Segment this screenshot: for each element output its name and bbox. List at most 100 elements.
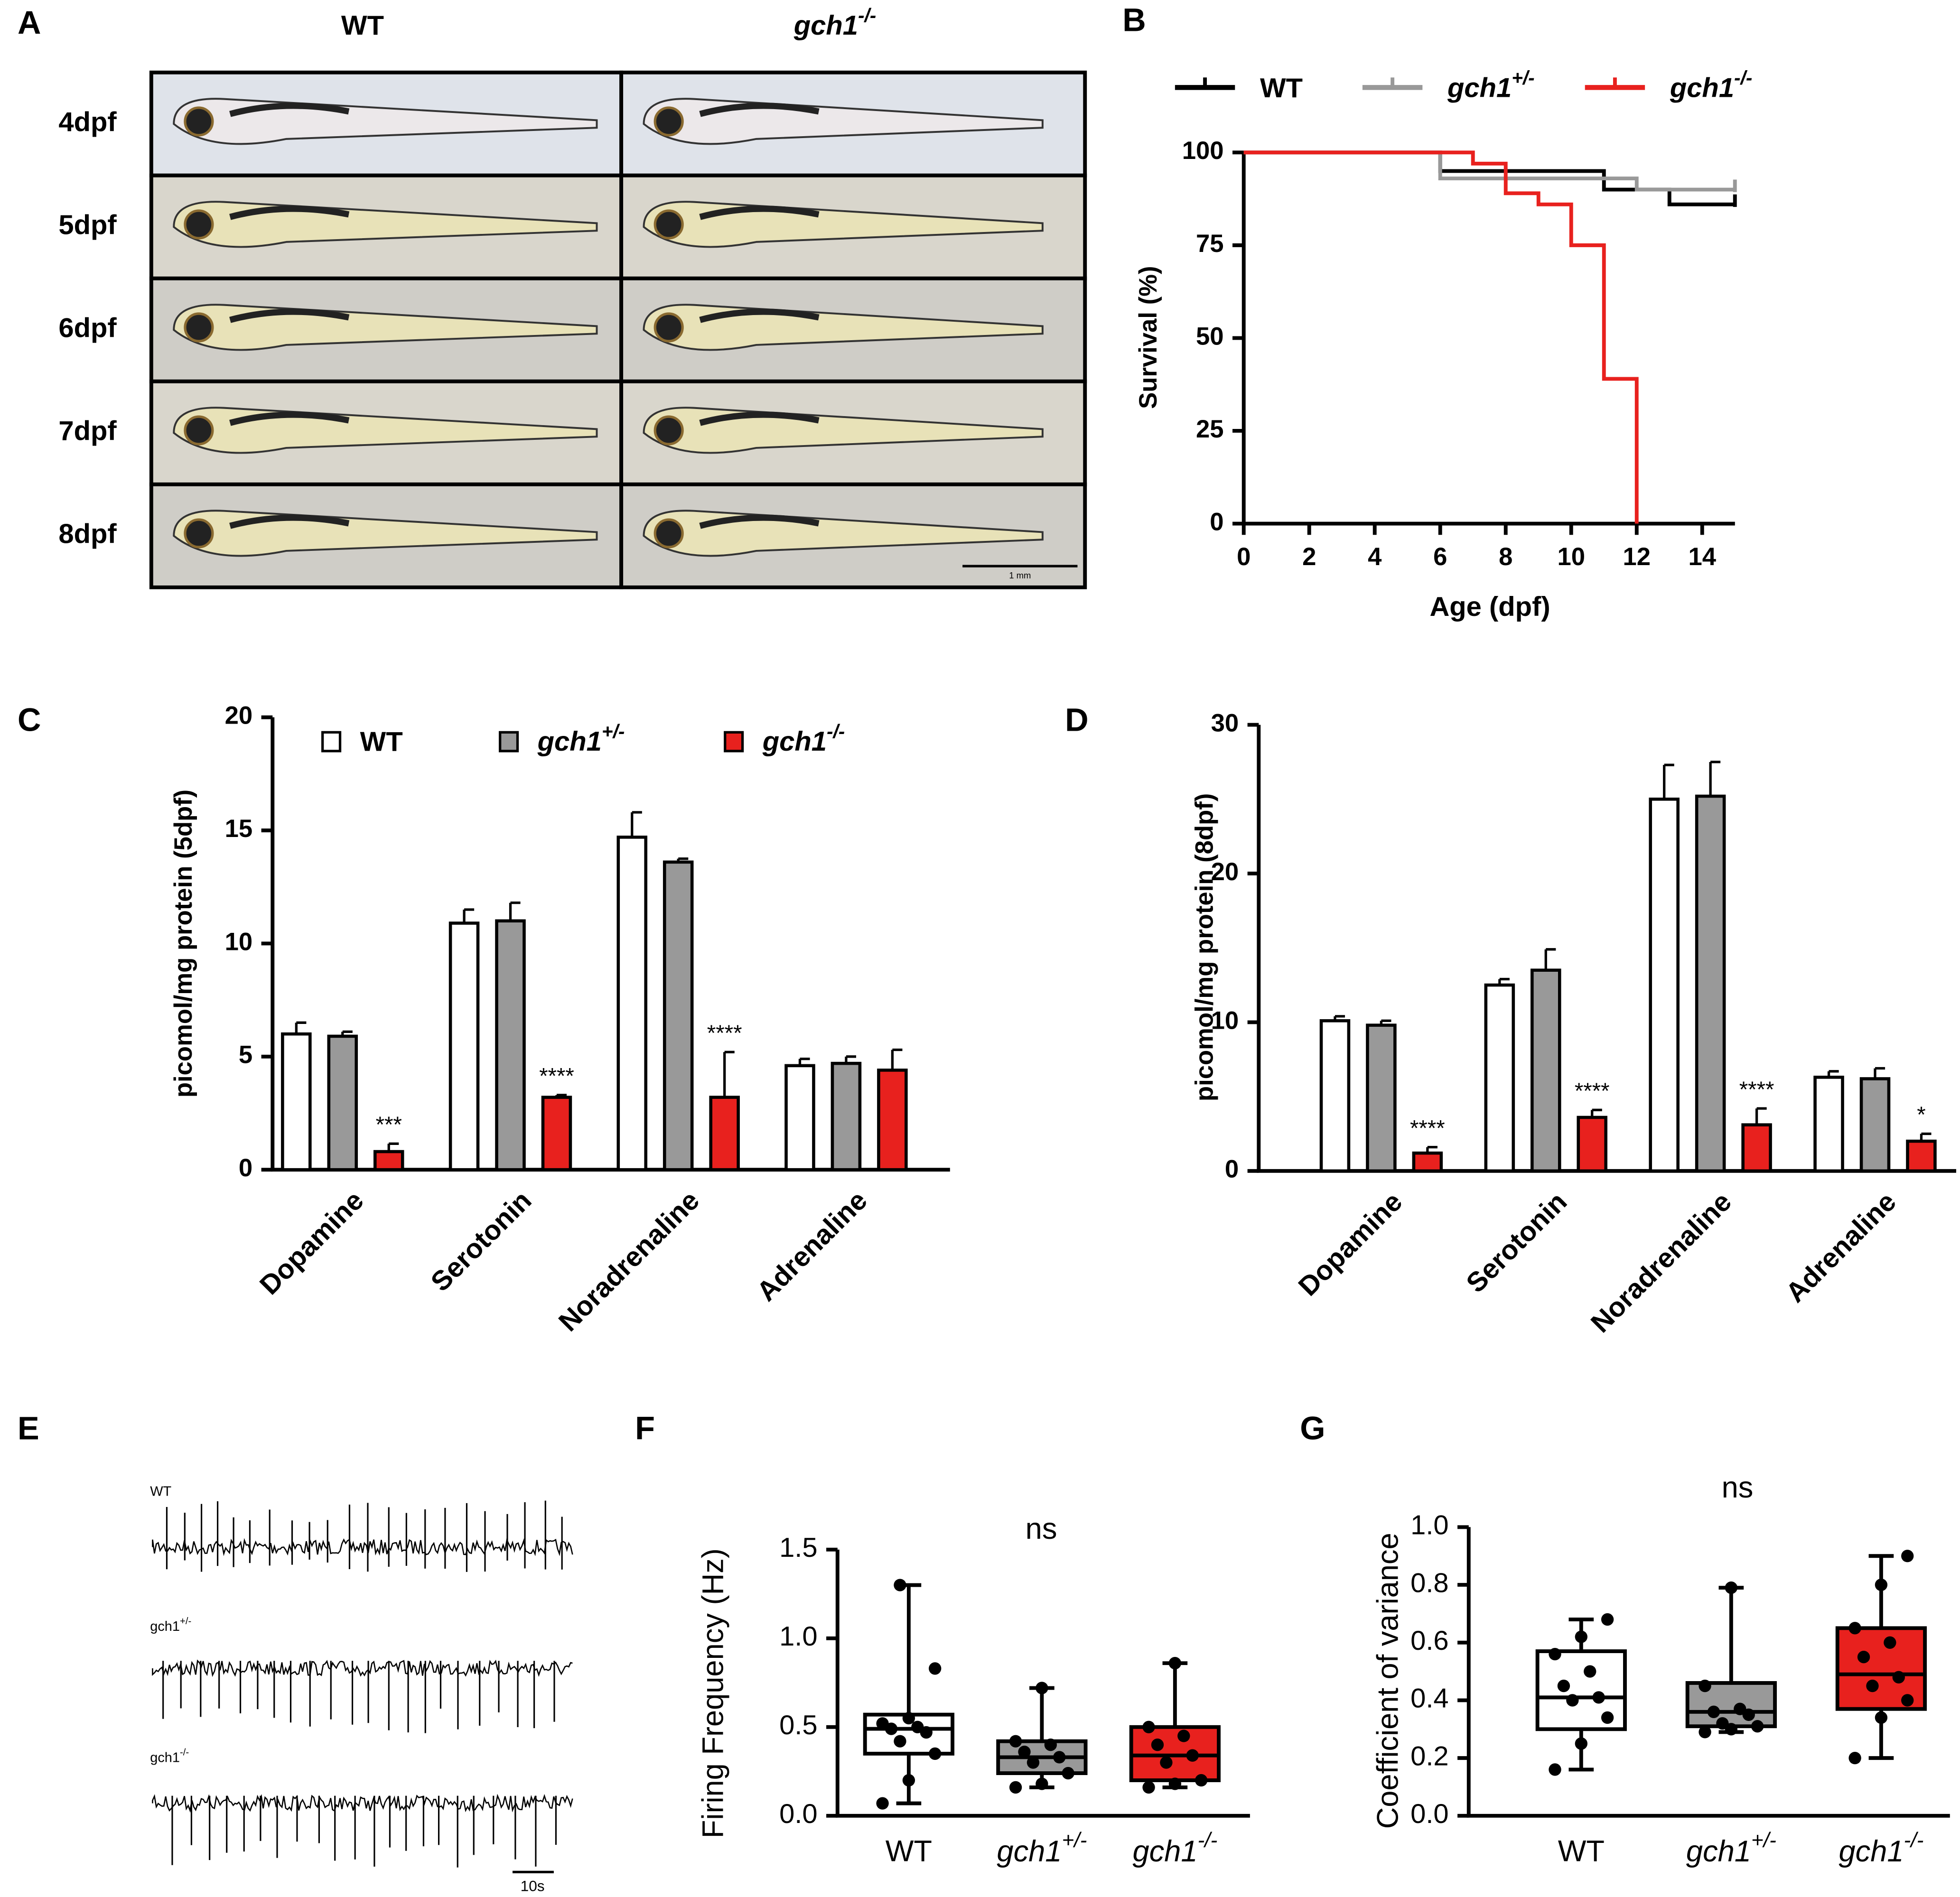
y-tick-label: 15 bbox=[225, 815, 253, 843]
trace-noise bbox=[152, 1794, 573, 1813]
y-axis-title: Firing Frequency (Hz) bbox=[696, 1548, 729, 1838]
point bbox=[911, 1720, 924, 1733]
panel-letter: G bbox=[1300, 1410, 1325, 1447]
yolk bbox=[229, 514, 350, 529]
scale-bar-label: 1 mm bbox=[1009, 570, 1031, 580]
x-axis-title: Age (dpf) bbox=[1429, 592, 1550, 622]
point bbox=[1699, 1726, 1711, 1739]
point bbox=[1901, 1550, 1914, 1562]
row-label: 4dpf bbox=[58, 107, 117, 138]
text-part: gch1 bbox=[1686, 1835, 1751, 1868]
point bbox=[894, 1735, 906, 1748]
point bbox=[1036, 1777, 1048, 1790]
box bbox=[1535, 1649, 1627, 1731]
point bbox=[1557, 1679, 1570, 1692]
y-tick-label: 0 bbox=[239, 1154, 252, 1182]
y-tick-label: 1.0 bbox=[779, 1621, 818, 1652]
bar bbox=[1319, 1019, 1351, 1173]
point bbox=[1142, 1781, 1155, 1794]
legend-label: gch1-/- bbox=[762, 720, 845, 757]
larva bbox=[173, 304, 598, 351]
text-part: gch1 bbox=[1839, 1835, 1904, 1868]
point bbox=[1892, 1671, 1905, 1683]
y-axis-title: Coefficient of variance bbox=[1372, 1533, 1405, 1829]
x-tick-label: WT bbox=[886, 1835, 932, 1868]
trace-noise bbox=[152, 1659, 573, 1677]
box bbox=[1835, 1626, 1927, 1711]
y-tick-label: 100 bbox=[1182, 137, 1224, 165]
bar bbox=[1484, 983, 1515, 1173]
panel-letter: B bbox=[1122, 2, 1146, 38]
point bbox=[1027, 1756, 1040, 1769]
legend-label: WT bbox=[360, 726, 403, 757]
significance: * bbox=[1917, 1102, 1925, 1127]
point bbox=[1601, 1711, 1614, 1724]
significance: **** bbox=[1410, 1116, 1445, 1141]
bar bbox=[327, 1034, 358, 1172]
x-tick-label: 14 bbox=[1688, 543, 1716, 571]
y-tick-label: 10 bbox=[225, 928, 253, 956]
trace-noise bbox=[152, 1538, 573, 1556]
point bbox=[1009, 1781, 1022, 1794]
legend-swatch bbox=[499, 731, 519, 753]
bar bbox=[281, 1032, 312, 1172]
point bbox=[1751, 1720, 1764, 1733]
text-part: +/- bbox=[1512, 66, 1534, 88]
y-axis-title: picomol/mg protein (8dpf) bbox=[1191, 793, 1219, 1101]
larva bbox=[643, 98, 1044, 145]
point bbox=[1009, 1735, 1022, 1748]
y-tick-label: 10 bbox=[1211, 1006, 1239, 1034]
point bbox=[1044, 1739, 1057, 1751]
y-tick-label: 0.0 bbox=[1410, 1799, 1449, 1829]
point bbox=[902, 1711, 915, 1725]
bar bbox=[1531, 968, 1561, 1173]
eye bbox=[653, 312, 684, 343]
point bbox=[1584, 1665, 1596, 1678]
trace-label: gch1-/- bbox=[150, 1748, 189, 1765]
text-part: gch1 bbox=[997, 1835, 1062, 1868]
bar bbox=[373, 1150, 404, 1172]
bar bbox=[1695, 794, 1726, 1173]
y-tick-label: 5 bbox=[239, 1041, 252, 1069]
point bbox=[1160, 1756, 1173, 1769]
y-axis-title: Survival (%) bbox=[1134, 266, 1162, 409]
text-part: +/- bbox=[1062, 1829, 1087, 1852]
survival-line bbox=[1243, 150, 1639, 524]
yolk bbox=[229, 205, 350, 220]
y-tick-label: 1.0 bbox=[1410, 1510, 1449, 1541]
legend-label: WT bbox=[1260, 73, 1303, 103]
eye bbox=[653, 106, 684, 137]
text-part: -/- bbox=[1734, 66, 1752, 88]
text-part: gch1 bbox=[793, 10, 858, 41]
row-label: 8dpf bbox=[58, 519, 117, 549]
point bbox=[1168, 1777, 1182, 1790]
legend-swatch bbox=[321, 731, 342, 753]
bar bbox=[541, 1096, 572, 1172]
point bbox=[1142, 1720, 1155, 1733]
point bbox=[1848, 1751, 1861, 1765]
legend-label: gch1-/- bbox=[1670, 66, 1753, 103]
point bbox=[894, 1579, 906, 1591]
y-tick-label: 0.5 bbox=[779, 1710, 818, 1740]
panel-letter: F bbox=[635, 1410, 655, 1447]
bar bbox=[831, 1061, 862, 1172]
larva bbox=[173, 407, 598, 454]
x-tick-label: gch1+/- bbox=[1686, 1829, 1776, 1868]
point bbox=[1151, 1739, 1164, 1751]
x-tick-label: gch1-/- bbox=[1839, 1829, 1924, 1868]
larva bbox=[173, 201, 598, 248]
point bbox=[1734, 1702, 1746, 1715]
y-tick-label: 0.8 bbox=[1410, 1568, 1449, 1598]
point bbox=[1875, 1711, 1888, 1724]
panel-letter: C bbox=[18, 701, 41, 738]
text-part: gch1 bbox=[150, 1750, 180, 1765]
point bbox=[1866, 1679, 1879, 1692]
larva bbox=[643, 510, 1044, 557]
point bbox=[1186, 1749, 1199, 1762]
bar bbox=[663, 860, 694, 1172]
y-tick-label: 20 bbox=[1211, 858, 1239, 886]
legend-label: gch1+/- bbox=[537, 720, 625, 757]
y-tick-label: 0.2 bbox=[1410, 1741, 1449, 1771]
